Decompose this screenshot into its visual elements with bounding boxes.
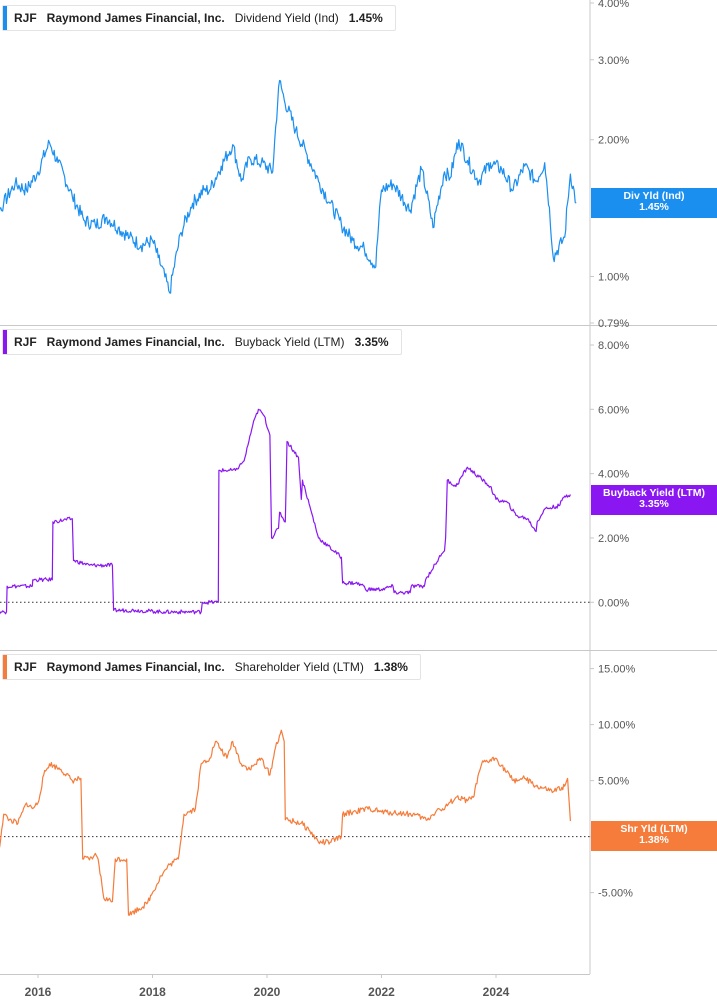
legend-value: 3.35% — [354, 335, 389, 349]
x-axis: 2016 2018 2020 2022 2024 — [25, 974, 510, 999]
legend-company: Raymond James Financial, Inc. — [46, 335, 225, 349]
y-tick-label: 15.00% — [598, 664, 636, 676]
series-color-swatch — [3, 330, 7, 354]
legend-shareholder-yield[interactable]: RJF Raymond James Financial, Inc. Shareh… — [2, 654, 421, 680]
series-color-swatch — [3, 6, 7, 30]
legend-ticker: RJF — [14, 660, 37, 674]
series-line-div — [0, 79, 577, 294]
y-tick-label: 0.79% — [598, 318, 629, 330]
flag-label: Shr Yld (LTM) — [620, 823, 688, 835]
legend-metric: Shareholder Yield (LTM) — [234, 660, 364, 674]
y-tick-label: 6.00% — [598, 404, 629, 416]
last-value-flag-buyback: Buyback Yield (LTM) 3.35% — [591, 485, 717, 515]
flag-label: Buyback Yield (LTM) — [603, 487, 705, 499]
y-tick-label: 1.00% — [598, 271, 629, 283]
legend-ticker: RJF — [14, 11, 37, 25]
flag-label: Div Yld (Ind) — [623, 190, 685, 202]
y-tick-label: 4.00% — [598, 469, 629, 481]
legend-company: Raymond James Financial, Inc. — [46, 11, 225, 25]
legend-dividend-yield[interactable]: RJF Raymond James Financial, Inc. Divide… — [2, 5, 396, 31]
x-tick-label: 2020 — [254, 985, 281, 999]
y-tick-label: 8.00% — [598, 340, 629, 352]
legend-value: 1.45% — [348, 11, 383, 25]
y-tick-label: 0.00% — [598, 597, 629, 609]
grid-layer — [0, 0, 717, 975]
legend-metric: Dividend Yield (Ind) — [234, 11, 339, 25]
tick-layer: 4.00% 3.00% 2.00% 1.00% 0.79% 8.00% 6.00% 4.00%… — [590, 0, 636, 900]
y-tick-label: -5.00% — [598, 888, 633, 900]
y-tick-label: 10.00% — [598, 720, 636, 732]
y-tick-label: 2.00% — [598, 533, 629, 545]
series-line-buy — [0, 408, 571, 615]
legend-company: Raymond James Financial, Inc. — [46, 660, 225, 674]
x-tick-label: 2022 — [368, 985, 395, 999]
x-tick-label: 2024 — [483, 985, 510, 999]
series-layer — [0, 79, 577, 916]
y-tick-label: 3.00% — [598, 55, 629, 67]
y-tick-label: 5.00% — [598, 776, 629, 788]
y-tick-label: 2.00% — [598, 135, 629, 147]
last-value-flag-shareholder: Shr Yld (LTM) 1.38% — [591, 821, 717, 851]
x-tick-label: 2018 — [139, 985, 166, 999]
flag-value: 3.35% — [639, 498, 669, 510]
legend-value: 1.38% — [373, 660, 408, 674]
legend-ticker: RJF — [14, 335, 37, 349]
last-value-flag-dividend: Div Yld (Ind) 1.45% — [591, 188, 717, 218]
legend-buyback-yield[interactable]: RJF Raymond James Financial, Inc. Buybac… — [2, 329, 402, 355]
flag-value: 1.38% — [639, 834, 669, 846]
legend-metric: Buyback Yield (LTM) — [234, 335, 345, 349]
y-tick-label: 4.00% — [598, 0, 629, 10]
x-tick-label: 2016 — [25, 985, 52, 999]
series-color-swatch — [3, 655, 7, 679]
flag-value: 1.45% — [639, 201, 669, 213]
series-line-shr — [0, 729, 571, 916]
